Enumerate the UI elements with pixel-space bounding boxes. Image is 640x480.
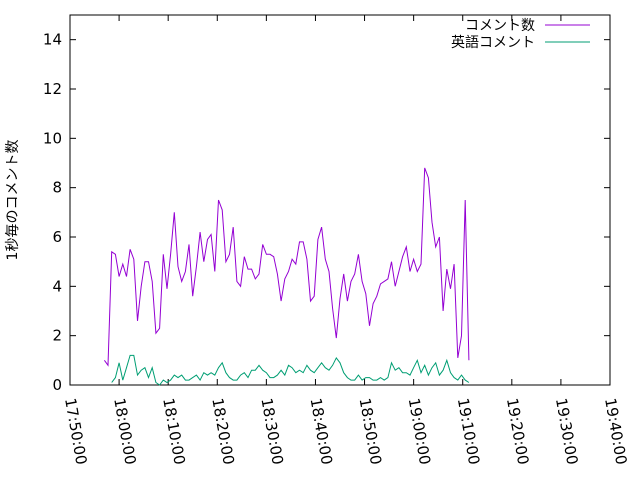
y-tick-label: 4 [52,277,62,295]
y-tick-label: 8 [52,179,62,197]
x-tick-label: 18:40:00 [307,397,336,466]
plot-border [69,14,611,386]
y-axis: 0 2 4 6 8 10 12 14 [43,31,610,394]
series-line-0 [103,167,470,367]
series-lines [103,167,470,386]
legend-label: コメント数 [465,18,535,34]
x-tick-label: 18:20:00 [208,397,237,466]
x-tick-label: 19:30:00 [552,397,581,466]
x-tick-label: 19:00:00 [405,397,434,466]
y-tick-label: 14 [43,31,62,49]
legend-label: 英語コメント [451,34,535,51]
y-tick-label: 2 [52,327,62,345]
x-tick-label: 18:10:00 [159,397,188,466]
y-tick-label: 0 [52,376,62,394]
y-tick-label: 6 [52,228,62,246]
x-tick-label: 19:40:00 [601,397,630,466]
y-tick-label: 10 [43,129,62,147]
x-tick-label: 18:50:00 [356,397,385,466]
x-axis: 17:50:00 18:00:00 18:10:00 18:20:00 18:30:00… [61,15,630,466]
series-line-1 [111,354,470,386]
x-tick-label: 17:50:00 [61,397,90,466]
y-axis-label: 1秒毎のコメント数 [5,140,21,261]
x-tick-label: 19:10:00 [454,397,483,466]
y-tick-label: 12 [43,80,62,98]
x-tick-label: 18:30:00 [257,397,286,466]
x-tick-label: 18:00:00 [110,397,139,466]
x-tick-label: 19:20:00 [503,397,532,466]
